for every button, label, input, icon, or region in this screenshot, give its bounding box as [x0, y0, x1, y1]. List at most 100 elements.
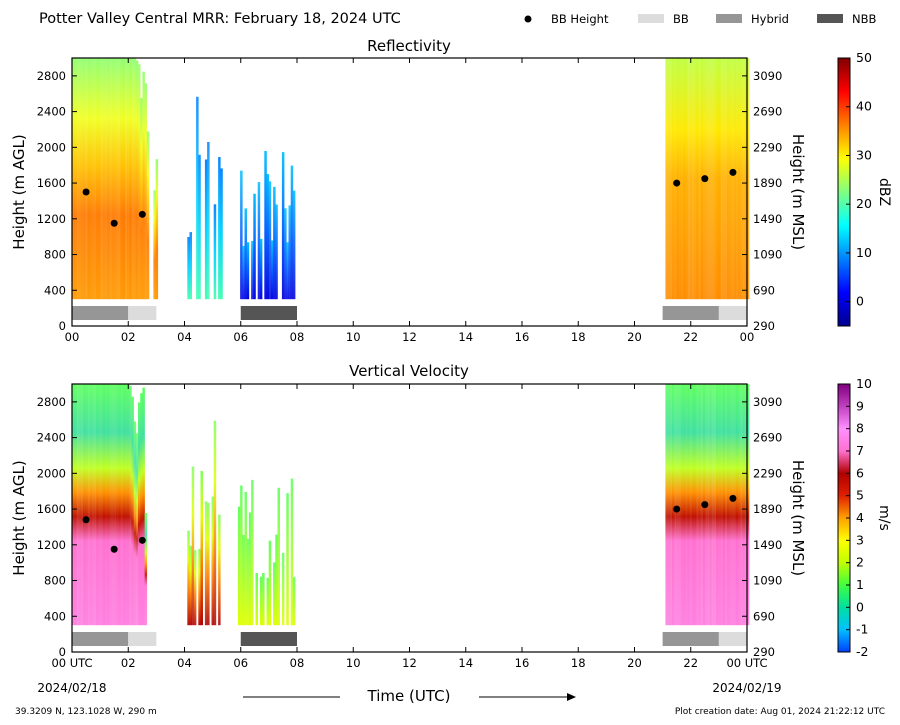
- echo-column: [83, 384, 86, 626]
- echo-column: [727, 58, 730, 300]
- y-tick-label: 2400: [37, 105, 66, 119]
- echo-column: [211, 496, 214, 626]
- echo-column: [722, 58, 726, 300]
- y-right-tick-label: 3090: [753, 395, 782, 409]
- bb-height-points: [82, 494, 737, 553]
- echo-column: [284, 208, 287, 300]
- bb-height-point: [729, 494, 737, 502]
- echo-column: [193, 550, 197, 626]
- echo-column: [665, 384, 668, 626]
- echo-column: [696, 384, 699, 626]
- echo-column: [100, 384, 104, 626]
- echo-column: [720, 384, 723, 626]
- x-tick-label: 18: [571, 330, 586, 344]
- echo-column: [259, 576, 263, 626]
- echo-column: [667, 58, 671, 300]
- echo-column: [266, 577, 269, 626]
- y-tick-label: 400: [44, 609, 66, 623]
- echo-column: [220, 168, 223, 300]
- echo-column: [94, 58, 97, 300]
- bb-height-point: [701, 501, 709, 509]
- echo-column: [135, 60, 139, 300]
- echo-column: [288, 205, 291, 300]
- echo-column: [142, 71, 145, 300]
- colorbar-tick-label: 6: [856, 465, 864, 480]
- legend-label: BB: [673, 12, 689, 26]
- echo-column: [109, 58, 112, 300]
- bb-bar-bb: [128, 306, 157, 320]
- colorbar-label: m/s: [876, 505, 892, 531]
- echo-column: [204, 501, 208, 626]
- bb-bar-hybrid: [72, 306, 129, 320]
- panel-title: Vertical Velocity: [349, 362, 469, 380]
- echo-column: [187, 530, 190, 626]
- echo-column: [96, 384, 99, 626]
- x-tick-label: 14: [458, 330, 473, 344]
- echo-column: [91, 58, 95, 300]
- echo-column: [742, 58, 745, 300]
- colorbar-tick-label: 7: [856, 443, 864, 458]
- echo-column: [687, 58, 690, 300]
- echo-column: [138, 402, 141, 626]
- colorbar-tick-label: 0: [856, 599, 864, 614]
- echo-column: [733, 58, 737, 300]
- echo-column: [727, 384, 730, 626]
- echo-column: [746, 384, 750, 626]
- echo-column: [72, 384, 75, 626]
- bb-height-point: [82, 516, 90, 524]
- echo-column: [144, 512, 148, 626]
- echo-column: [257, 182, 261, 300]
- echo-column: [713, 384, 717, 626]
- echo-column: [111, 384, 115, 626]
- echo-column: [122, 384, 126, 626]
- legend-swatch-bb-height: [524, 15, 532, 23]
- bb-height-point: [729, 168, 737, 176]
- echo-column: [133, 58, 137, 300]
- y-right-tick-label: 290: [753, 319, 775, 333]
- time-arrow-head: [567, 693, 576, 701]
- echo-column: [140, 393, 143, 626]
- x-tick-label: 02: [121, 330, 136, 344]
- echo-column: [733, 384, 737, 626]
- echo-column: [251, 240, 254, 300]
- echo-column: [94, 384, 97, 626]
- x-tick-label: 22: [683, 330, 698, 344]
- echo-column: [155, 159, 159, 300]
- x-tick-label: 12: [402, 656, 417, 670]
- echo-column: [120, 58, 123, 300]
- colorbar-tick-label: 40: [856, 99, 872, 114]
- echo-column: [105, 58, 108, 300]
- y-axis-label: Height (m AGL): [10, 134, 28, 249]
- echo-column: [292, 190, 296, 300]
- legend-label: Hybrid: [751, 12, 789, 26]
- echo-column: [273, 562, 276, 626]
- colorbar-tick-label: 10: [856, 376, 872, 391]
- echo-column: [140, 98, 143, 300]
- echo-column: [678, 384, 682, 626]
- echo-column: [683, 58, 686, 300]
- echo-column: [144, 83, 148, 300]
- echo-column: [105, 384, 108, 626]
- y-right-tick-label: 1090: [753, 248, 782, 262]
- echo-column: [78, 58, 82, 300]
- y-right-tick-label: 690: [753, 283, 775, 297]
- echo-column: [111, 58, 115, 300]
- echo-column: [85, 384, 88, 626]
- echo-column: [711, 58, 715, 300]
- echo-column: [122, 58, 126, 300]
- echo-column: [691, 384, 695, 626]
- echo-column: [691, 58, 695, 300]
- echo-column: [124, 58, 128, 300]
- colorbar: 0 10 20 30 40 50 dBZ: [837, 50, 892, 327]
- y-tick-label: 1200: [37, 212, 66, 226]
- bb-height-points: [82, 168, 737, 227]
- echo-column: [96, 58, 99, 300]
- plot-frame: [71, 383, 748, 653]
- colorbar-tick-label: -2: [856, 644, 868, 659]
- x-tick-label: 00: [740, 330, 755, 344]
- echo-column: [131, 58, 134, 300]
- echo-column: [266, 174, 269, 300]
- bb-bar-nbb: [240, 306, 297, 320]
